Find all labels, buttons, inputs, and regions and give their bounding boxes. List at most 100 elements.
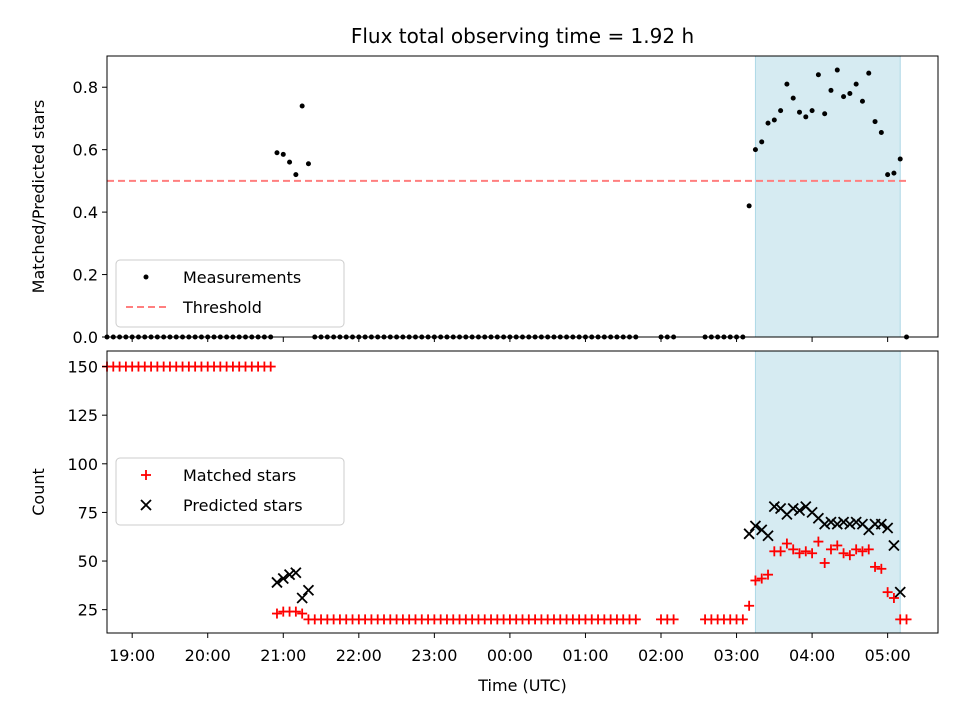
data-point-b xyxy=(812,512,825,524)
series-predicted-stars xyxy=(271,500,906,604)
legend-marker xyxy=(141,470,151,480)
data-point xyxy=(290,567,302,579)
data-point-b xyxy=(894,586,906,598)
legend-marker xyxy=(143,274,149,280)
data-point xyxy=(828,87,834,93)
data-point xyxy=(762,530,774,542)
data-point-b xyxy=(875,518,887,530)
data-point-b xyxy=(844,518,856,530)
y-tick-label: 0.8 xyxy=(73,78,98,97)
data-point-b xyxy=(743,528,755,540)
data-point xyxy=(305,161,311,167)
data-point xyxy=(296,592,308,604)
data-point xyxy=(859,98,865,104)
x-tick-label: 02:00 xyxy=(638,646,684,665)
data-point xyxy=(813,536,824,547)
data-point xyxy=(838,548,849,559)
data-point-b xyxy=(837,516,850,528)
data-point-b xyxy=(749,520,762,532)
data-point-b xyxy=(302,584,315,596)
data-point-b xyxy=(806,506,818,519)
data-point xyxy=(866,70,872,76)
data-point xyxy=(819,518,831,530)
data-point-b xyxy=(856,518,869,530)
data-point-b xyxy=(850,516,862,528)
x-tick-label: 23:00 xyxy=(411,646,457,665)
data-point xyxy=(775,546,786,557)
data-point xyxy=(837,516,850,528)
data-point-b xyxy=(762,530,774,542)
data-point-b xyxy=(787,502,799,515)
data-point xyxy=(872,119,878,125)
x-tick-label: 22:00 xyxy=(336,646,382,665)
data-point xyxy=(797,109,802,115)
data-point xyxy=(299,103,305,109)
legend-marker xyxy=(140,499,152,511)
data-point xyxy=(297,608,308,619)
data-point xyxy=(283,569,296,581)
chart-title: Flux total observing time = 1.92 h xyxy=(351,24,694,48)
data-point xyxy=(841,94,847,100)
data-point xyxy=(752,147,758,153)
x-tick-label: 00:00 xyxy=(487,646,533,665)
data-point xyxy=(878,129,884,135)
data-point xyxy=(793,504,806,517)
data-point xyxy=(277,572,289,585)
data-point xyxy=(901,614,912,625)
data-point xyxy=(771,117,777,123)
data-point xyxy=(265,361,276,372)
data-point-b xyxy=(881,522,894,534)
data-point xyxy=(850,516,862,528)
x-tick-label: 03:00 xyxy=(713,646,759,665)
legend-entry: Threshold xyxy=(126,298,262,317)
data-point xyxy=(870,561,881,572)
data-point-b xyxy=(774,502,787,515)
data-point xyxy=(788,544,799,555)
y-axis-label: Matched/Predicted stars xyxy=(29,100,48,294)
data-point xyxy=(630,614,641,625)
data-point xyxy=(863,544,874,555)
data-point xyxy=(293,172,299,178)
data-point-b xyxy=(800,500,812,513)
data-point xyxy=(768,500,780,513)
data-point xyxy=(750,575,761,586)
y-tick-label: 50 xyxy=(78,552,98,571)
data-point xyxy=(888,539,900,552)
y-tick-label: 0.6 xyxy=(73,141,98,160)
y-tick-label: 150 xyxy=(67,358,98,377)
y-tick-label: 25 xyxy=(78,601,98,620)
legend-marker-b xyxy=(140,499,152,511)
x-tick-label: 04:00 xyxy=(789,646,835,665)
data-point xyxy=(891,170,897,176)
legend-box xyxy=(115,457,345,526)
data-point xyxy=(287,159,293,165)
plot-frame xyxy=(106,350,939,634)
data-point xyxy=(759,139,765,145)
x-tick-label: 05:00 xyxy=(865,646,911,665)
highlight-span xyxy=(754,350,901,634)
data-point xyxy=(781,538,792,549)
data-point xyxy=(807,548,818,559)
data-point-b xyxy=(768,500,780,513)
data-point xyxy=(290,606,301,617)
data-point xyxy=(881,522,894,534)
data-point xyxy=(822,111,828,117)
data-point xyxy=(819,557,830,568)
data-point-b xyxy=(819,518,831,530)
data-point xyxy=(834,67,840,73)
data-point xyxy=(763,569,774,580)
data-point xyxy=(851,544,862,555)
legend-entry: Measurements xyxy=(143,268,301,287)
data-point xyxy=(825,544,836,555)
data-point xyxy=(853,81,859,87)
legend-entry: Predicted stars xyxy=(140,496,303,515)
data-point xyxy=(302,584,315,596)
legend-entry: Matched stars xyxy=(141,466,296,485)
data-point xyxy=(749,520,762,532)
data-point xyxy=(280,151,286,157)
bottom-panel: 25 50 75 100 125 150 19:00 20:00 21:00 22:00 23:00… xyxy=(29,350,939,695)
legend-label: Measurements xyxy=(183,268,301,287)
legend-label: Matched stars xyxy=(183,466,296,485)
data-point xyxy=(787,502,799,515)
data-point xyxy=(844,518,856,530)
